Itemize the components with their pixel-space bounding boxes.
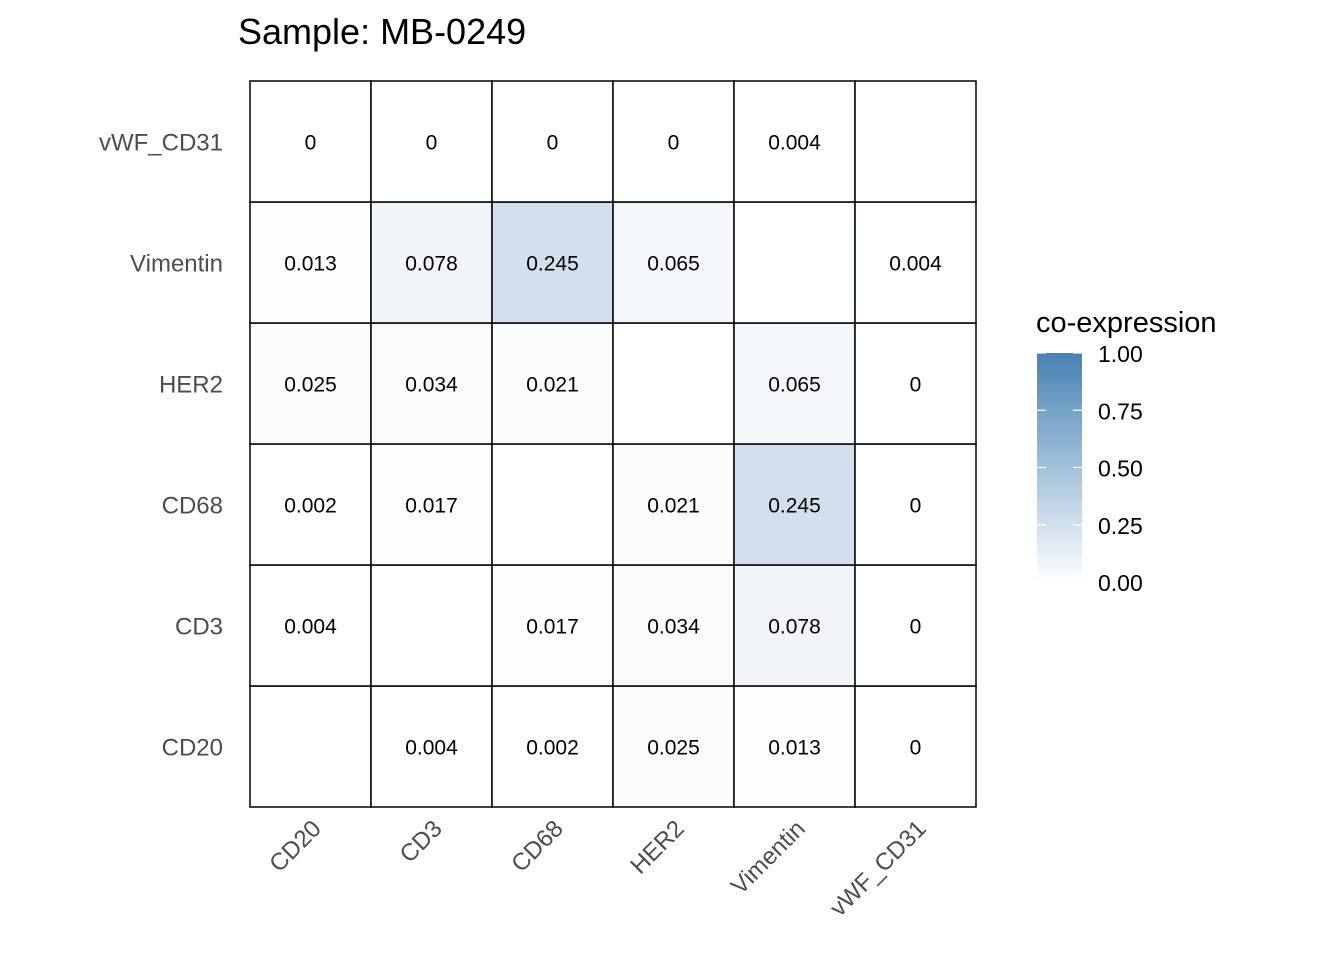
- cell-value-label: 0.013: [768, 737, 821, 760]
- legend-tick-label: 0.25: [1098, 513, 1143, 539]
- heatmap-cell: [612, 443, 735, 566]
- heatmap-cell: [854, 443, 977, 566]
- chart-title: Sample: MB-0249: [238, 11, 526, 52]
- cell-value-label: 0.017: [526, 616, 579, 639]
- cell-value-label: 0: [547, 132, 559, 155]
- cell-value-label: 0.002: [526, 737, 579, 760]
- heatmap-cell: [733, 564, 856, 687]
- cell-value-label: 0.013: [284, 253, 337, 276]
- legend-title: co-expression: [1036, 307, 1217, 339]
- heatmap-cell: [733, 201, 856, 324]
- cell-value-label: 0: [910, 616, 922, 639]
- x-tick-label: CD68: [506, 815, 568, 877]
- y-tick-label: vWF_CD31: [99, 130, 223, 157]
- cell-value-label: 0.002: [284, 495, 337, 518]
- cell-value-label: 0.065: [768, 374, 821, 397]
- heatmap-cell: [733, 685, 856, 808]
- cell-value-label: 0.017: [405, 495, 458, 518]
- cell-value-label: 0: [910, 495, 922, 518]
- cell-value-label: 0: [910, 374, 922, 397]
- heatmap-cell: [249, 322, 372, 445]
- legend: co-expression 0.00 0.25 0.50 0.75 1.00: [1036, 307, 1217, 596]
- heatmap-cell: [854, 322, 977, 445]
- cell-value-label: 0.078: [768, 616, 821, 639]
- cell-value-label: 0.004: [889, 253, 942, 276]
- cell-value-label: 0.021: [647, 495, 700, 518]
- y-axis-labels: CD20 CD3 CD68 HER2 Vimentin vWF_CD31: [99, 130, 223, 762]
- cell-value-label: 0.025: [647, 737, 700, 760]
- y-tick-label: HER2: [159, 372, 223, 399]
- heatmap-cell: [612, 564, 735, 687]
- legend-tick-label: 0.75: [1098, 398, 1143, 424]
- heatmap-cell: [249, 685, 372, 808]
- legend-tick-label: 0.00: [1098, 570, 1143, 596]
- heatmap-cell: [854, 201, 977, 324]
- x-tick-label: Vimentin: [726, 815, 811, 900]
- cell-value-label: 0.245: [768, 495, 821, 518]
- heatmap-cell: [370, 322, 493, 445]
- heatmap-cell: [491, 80, 614, 203]
- cell-value-label: 0: [910, 737, 922, 760]
- cell-value-label: 0: [305, 132, 317, 155]
- heatmap-cell: [491, 443, 614, 566]
- heatmap-cell: [370, 443, 493, 566]
- heatmap-cell: [491, 201, 614, 324]
- cell-value-label: 0.025: [284, 374, 337, 397]
- cell-value-label: 0.245: [526, 253, 579, 276]
- cell-value-label: 0.034: [647, 616, 700, 639]
- x-tick-label: CD3: [395, 815, 448, 868]
- cell-value-label: 0: [426, 132, 438, 155]
- cell-value-label: 0.004: [284, 616, 337, 639]
- heatmap-cell: [249, 564, 372, 687]
- legend-tick-label: 0.50: [1098, 456, 1143, 482]
- cell-value-label: 0.065: [647, 253, 700, 276]
- x-tick-label: vWF_CD31: [825, 815, 932, 922]
- y-tick-label: CD3: [175, 614, 223, 641]
- heatmap-cell: [612, 80, 735, 203]
- x-tick-label: CD20: [264, 815, 326, 877]
- cell-value-label: 0.021: [526, 374, 579, 397]
- legend-tick-label: 1.00: [1098, 341, 1143, 367]
- y-tick-label: CD20: [162, 735, 223, 762]
- cell-value-label: 0.034: [405, 374, 458, 397]
- y-tick-label: Vimentin: [130, 251, 223, 278]
- cell-value-label: 0.004: [405, 737, 458, 760]
- heatmap-cell: [491, 322, 614, 445]
- x-axis-labels: CD20 CD3 CD68 HER2 Vimentin vWF_CD31: [264, 815, 931, 922]
- heatmap-cell: [491, 564, 614, 687]
- heatmap-cell: [854, 564, 977, 687]
- heatmap-cells: 0.004 0.002 0.025 0.013 0 0.004 0.017 0.034 0.07…: [249, 80, 977, 808]
- y-tick-label: CD68: [162, 493, 223, 520]
- cell-value-label: 0: [668, 132, 680, 155]
- cell-value-label: 0.004: [768, 132, 821, 155]
- heatmap-cell: [733, 322, 856, 445]
- heatmap-cell: [370, 685, 493, 808]
- x-tick-label: HER2: [625, 815, 689, 879]
- heatmap-cell: [612, 322, 735, 445]
- heatmap-cell: [370, 564, 493, 687]
- cell-value-label: 0.078: [405, 253, 458, 276]
- heatmap-cell: [249, 201, 372, 324]
- heatmap-cell: [491, 685, 614, 808]
- heatmap-cell: [854, 685, 977, 808]
- heatmap-cell: [370, 80, 493, 203]
- heatmap-cell: [854, 80, 977, 203]
